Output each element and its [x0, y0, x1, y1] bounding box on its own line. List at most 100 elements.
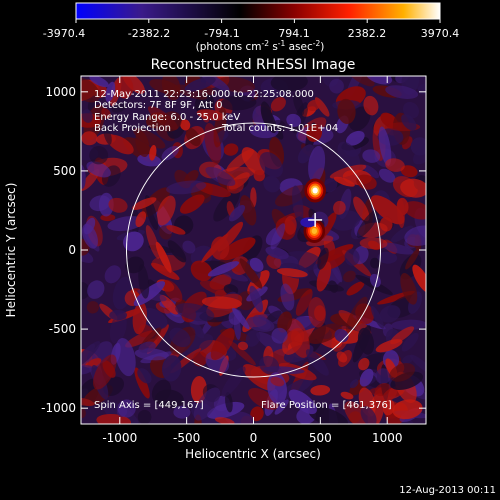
noise-blob — [265, 246, 289, 260]
noise-blob — [385, 158, 405, 172]
noise-blob — [377, 251, 398, 264]
noise-blob — [385, 85, 419, 99]
noise-blob — [392, 399, 423, 420]
noise-blob — [221, 366, 246, 397]
source-blob — [311, 228, 318, 235]
noise-blob — [199, 280, 235, 298]
noise-blob — [81, 407, 86, 418]
noise-blob — [369, 273, 381, 288]
solar-limb — [126, 122, 381, 378]
noise-blob — [123, 231, 144, 252]
x-axis-label: Heliocentric X (arcsec) — [185, 447, 321, 461]
noise-blob — [81, 77, 100, 103]
x-tick-label: 1000 — [372, 431, 403, 445]
noise-blob — [240, 195, 257, 226]
noise-blob — [358, 357, 370, 371]
noise-blob — [288, 389, 317, 415]
noise-blob — [389, 363, 416, 382]
noise-blob — [370, 305, 384, 329]
noise-blob — [352, 325, 371, 363]
noise-blob — [239, 258, 263, 289]
noise-blob — [150, 262, 180, 280]
noise-blob — [175, 303, 215, 322]
noise-blob — [81, 397, 95, 407]
noise-blob — [400, 178, 426, 198]
noise-blob — [135, 211, 147, 228]
noise-blob — [370, 195, 405, 225]
noise-blob — [162, 279, 183, 303]
noise-blob — [138, 341, 156, 353]
noise-blob — [167, 240, 187, 263]
noise-blob — [210, 327, 235, 361]
noise-blob — [249, 257, 264, 272]
colorbar — [75, 2, 441, 20]
noise-blob — [237, 341, 249, 351]
noise-blob — [115, 338, 136, 377]
noise-blob — [307, 99, 321, 111]
noise-blob — [412, 142, 426, 165]
noise-blob — [402, 355, 414, 364]
axis-ticks: -1000 -500 0 500 1000 -1000 -500 0 500 1000 — [41, 76, 426, 445]
noise-blob — [360, 406, 377, 424]
noise-blob — [353, 196, 370, 222]
noise-blob — [155, 125, 175, 142]
noise-blob — [349, 379, 359, 389]
noise-blob — [281, 251, 322, 271]
colorbar-units: (photons cm-2 s-1 asec-2) — [196, 39, 325, 53]
detectors-text: Detectors: 7F 8F 9F, Att 0 — [94, 100, 222, 111]
colorbar-tick-label: 3970.4 — [421, 27, 460, 40]
noise-blob — [374, 383, 391, 397]
noise-blob — [87, 358, 102, 368]
noise-blob — [155, 241, 172, 273]
noise-blob — [201, 296, 242, 309]
noise-blob — [337, 98, 356, 124]
noise-blob — [149, 144, 157, 161]
noise-blob — [81, 131, 98, 146]
noise-blob — [145, 225, 160, 259]
noise-blob — [81, 109, 93, 123]
noise-blob — [133, 281, 166, 307]
noise-blob — [382, 399, 395, 416]
noise-blob — [166, 225, 186, 235]
noise-blob — [379, 305, 401, 323]
noise-blob — [149, 79, 181, 95]
noise-blob — [345, 296, 368, 333]
noise-blob — [207, 401, 245, 419]
noise-blob — [378, 126, 392, 166]
total-counts-text: Total counts: 1.01E+04 — [221, 123, 338, 134]
noise-blob — [89, 146, 109, 165]
noise-blob — [155, 389, 184, 409]
noise-blob — [270, 377, 285, 387]
noise-blob — [293, 92, 305, 116]
noise-blob — [86, 161, 111, 178]
noise-blob — [292, 185, 304, 223]
noise-blob — [160, 111, 182, 132]
noise-blob — [81, 341, 101, 370]
noise-blob — [280, 283, 295, 311]
noise-blob — [96, 413, 132, 424]
spin-axis-text: Spin Axis = [449,167] — [94, 400, 204, 411]
flare-marker — [308, 212, 323, 227]
noise-blob — [333, 200, 346, 215]
noise-blob — [132, 301, 147, 335]
source-blob — [300, 217, 317, 228]
noise-blob — [404, 201, 426, 220]
noise-blob — [220, 95, 257, 111]
y-tick-label: -500 — [49, 322, 76, 336]
noise-blob — [101, 108, 111, 119]
noise-blob — [284, 215, 297, 235]
noise-blob — [111, 103, 127, 113]
generation-timestamp: 12-Aug-2013 00:11 — [399, 485, 496, 496]
noise-blob — [246, 316, 275, 332]
noise-blob — [337, 141, 361, 171]
source-blob — [312, 187, 318, 194]
noise-blob — [365, 76, 393, 85]
noise-blob — [402, 101, 420, 119]
noise-blob — [328, 280, 338, 293]
noise-blob — [81, 282, 90, 300]
noise-blob — [346, 281, 365, 296]
noise-blob — [369, 257, 381, 269]
noise-blob — [378, 168, 396, 183]
noise-blob — [336, 351, 348, 363]
noise-blob — [317, 247, 329, 270]
